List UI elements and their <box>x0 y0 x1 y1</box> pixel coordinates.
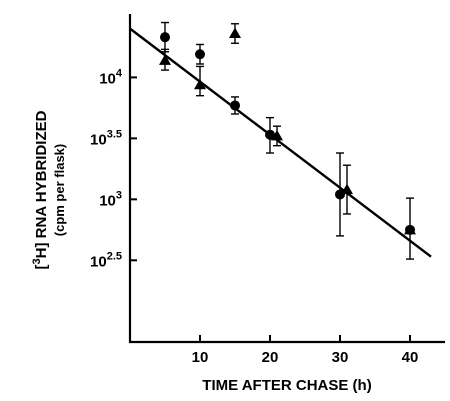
x-tick-label: 30 <box>332 349 349 366</box>
x-tick-label: 10 <box>192 349 209 366</box>
y-tick-label: 104 <box>99 67 123 87</box>
triangle-marker <box>341 183 353 195</box>
y-tick-label: 103 <box>99 189 122 209</box>
y-tick-base: 10 <box>90 131 107 148</box>
y-axis-label-isotope-mass: 3 <box>31 258 43 264</box>
y-axis-label-rest: H] RNA HYBRIDIZED <box>33 110 50 258</box>
y-tick-base: 10 <box>90 253 107 270</box>
y-tick-exponent: 4 <box>116 67 123 79</box>
y-tick-label: 102.5 <box>90 250 122 270</box>
triangle-marker <box>404 223 416 235</box>
triangle-marker <box>159 54 171 65</box>
circle-marker <box>230 100 240 111</box>
y-axis-label: [3H] RNA HYBRIDIZED <box>31 110 50 269</box>
triangle-marker <box>271 129 283 141</box>
triangle-marker <box>229 27 241 39</box>
y-tick-base: 10 <box>99 192 116 209</box>
axes <box>128 14 445 344</box>
x-tick-label: 20 <box>262 349 279 366</box>
y-tick-base: 10 <box>99 70 116 87</box>
y-axis-units: (cpm per flask) <box>52 144 67 236</box>
circle-marker <box>265 129 275 140</box>
y-axis-label-group: [3H] RNA HYBRIDIZED <box>31 110 50 269</box>
x-axis-label: TIME AFTER CHASE (h) <box>202 377 371 394</box>
y-tick-label: 103.5 <box>90 128 122 148</box>
fit-line-group <box>129 27 432 258</box>
x-tick-label: 40 <box>402 349 419 366</box>
y-axis-units-group: (cpm per flask) <box>52 144 67 236</box>
y-axis-label-bracket-open: [ <box>33 264 50 269</box>
y-tick-exponent: 3 <box>116 189 122 201</box>
y-tick-exponent: 3.5 <box>107 128 122 140</box>
regression-line <box>129 27 432 258</box>
y-tick-exponent: 2.5 <box>107 250 122 262</box>
circle-marker <box>160 32 170 43</box>
circle-marker <box>195 49 205 60</box>
data-points <box>159 21 416 260</box>
triangle-marker <box>194 78 206 90</box>
